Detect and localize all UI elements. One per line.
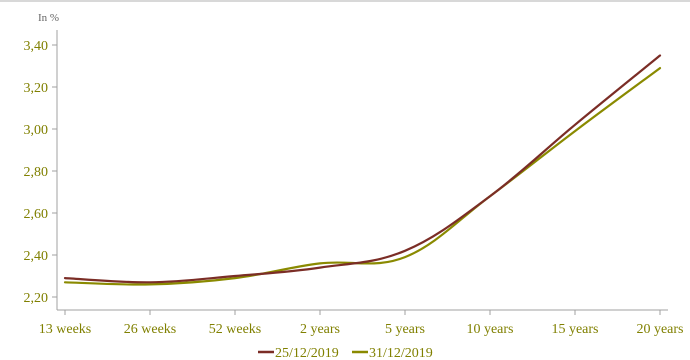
y-tick-label: 2,40 — [24, 249, 49, 264]
x-tick-label: 10 years — [466, 322, 513, 337]
x-tick-label: 2 years — [300, 322, 340, 337]
x-tick-label: 20 years — [636, 322, 683, 337]
y-tick-label: 2,80 — [24, 165, 49, 180]
legend-label-2: 31/12/2019 — [369, 346, 433, 360]
y-tick-label: 3,40 — [24, 39, 49, 54]
x-tick-label: 52 weeks — [209, 322, 262, 337]
series-line-1 — [63, 54, 662, 284]
unit-label: In % — [38, 12, 59, 24]
legend: 25/12/2019 31/12/2019 — [258, 346, 433, 360]
y-axis: 2,20 2,40 2,60 2,80 3,00 3,20 3,40 — [24, 30, 58, 310]
series-line-2 — [63, 67, 662, 286]
x-axis: 13 weeks 26 weeks 52 weeks 2 years 5 years 10… — [39, 309, 684, 337]
legend-label-1: 25/12/2019 — [275, 346, 339, 360]
x-tick-label: 26 weeks — [124, 322, 177, 337]
y-tick-label: 2,60 — [24, 207, 49, 222]
x-tick-label: 15 years — [551, 322, 598, 337]
x-tick-label: 5 years — [385, 322, 425, 337]
series-layer — [63, 54, 662, 286]
x-tick-label: 13 weeks — [39, 322, 92, 337]
y-tick-label: 3,00 — [24, 123, 49, 138]
y-tick-label: 2,20 — [24, 291, 49, 306]
y-tick-label: 3,20 — [24, 81, 49, 96]
